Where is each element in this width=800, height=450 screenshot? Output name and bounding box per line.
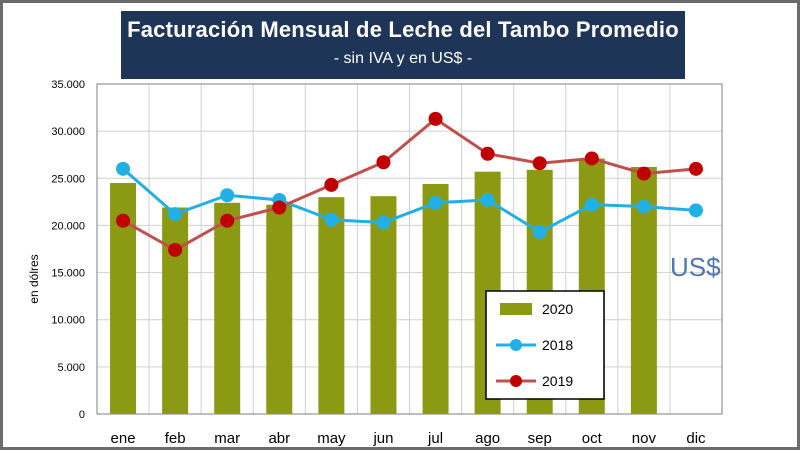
title-box: Facturación Mensual de Leche del Tambo P…: [121, 11, 685, 79]
x-tick-label: jul: [427, 430, 443, 447]
point-2018: [636, 199, 651, 214]
bar: [162, 207, 189, 414]
x-tick-label: jun: [372, 430, 393, 447]
series-line-2019: [122, 117, 697, 252]
point-2019: [428, 111, 443, 126]
point-2018: [688, 203, 703, 218]
chart-title: Facturación Mensual de Leche del Tambo P…: [127, 17, 679, 42]
y-tick-label: 15.000: [51, 268, 85, 280]
point-2019: [116, 213, 131, 228]
x-tick-label: feb: [165, 430, 186, 447]
point-2019: [532, 156, 547, 171]
y-tick-label: 5.000: [57, 362, 85, 374]
point-2019: [480, 146, 495, 161]
x-tick-label: ago: [475, 430, 500, 447]
legend-marker-2018: [510, 339, 522, 351]
x-tick-label: ene: [111, 430, 136, 447]
point-2018: [532, 225, 547, 240]
point-2018: [168, 207, 183, 222]
point-2019: [272, 200, 287, 215]
y-axis-ticks: 0 5.000 10.000 15.000 20.000 25.000 30.000 35.0…: [51, 79, 85, 421]
legend-swatch-2020: [500, 303, 532, 315]
x-tick-label: dic: [686, 430, 706, 447]
x-axis-ticks: ene feb mar abr may jun jul ago sep oct nov dic: [111, 430, 707, 447]
point-2018: [376, 215, 391, 230]
x-tick-label: sep: [528, 430, 552, 447]
point-2018: [116, 161, 131, 176]
bar: [266, 204, 293, 414]
y-axis-label: en dólres: [27, 254, 41, 303]
point-2018: [428, 195, 443, 210]
y-tick-label: 10.000: [51, 315, 85, 327]
x-tick-label: mar: [214, 430, 240, 447]
point-2019: [168, 242, 183, 257]
point-2019: [584, 151, 599, 166]
bar: [370, 196, 397, 414]
x-tick-label: may: [317, 430, 346, 447]
bar: [214, 202, 241, 414]
x-tick-label: oct: [582, 430, 603, 447]
legend-marker-2019: [510, 375, 522, 387]
point-2018: [220, 188, 235, 203]
chart-subtitle: - sin IVA y en US$ -: [333, 50, 473, 67]
legend-label-2018: 2018: [542, 337, 573, 353]
y-tick-label: 20.000: [51, 220, 85, 232]
point-2019: [376, 155, 391, 170]
point-2018: [324, 212, 339, 227]
series-line-2018: [122, 167, 697, 234]
point-2019: [220, 213, 235, 228]
x-tick-label: abr: [268, 430, 290, 447]
plot-area: [96, 83, 723, 415]
bars-2020: [110, 158, 657, 414]
legend-label-2020: 2020: [542, 301, 573, 317]
y-tick-label: 35.000: [51, 79, 85, 91]
bar: [318, 197, 345, 414]
y-tick-label: 30.000: [51, 126, 85, 138]
legend: 2020 2018 2019: [485, 290, 605, 400]
bar: [422, 183, 449, 414]
point-2018: [480, 192, 495, 207]
y-tick-label: 0: [79, 409, 85, 421]
gridlines: [97, 83, 722, 415]
currency-annotation: US$: [670, 252, 721, 282]
point-2019: [636, 166, 651, 181]
point-2019: [688, 161, 703, 176]
series-lines: [116, 111, 703, 257]
y-tick-label: 25.000: [51, 173, 85, 185]
x-tick-label: nov: [632, 430, 657, 447]
legend-label-2019: 2019: [542, 373, 573, 389]
point-2019: [324, 177, 339, 192]
point-2018: [584, 197, 599, 212]
